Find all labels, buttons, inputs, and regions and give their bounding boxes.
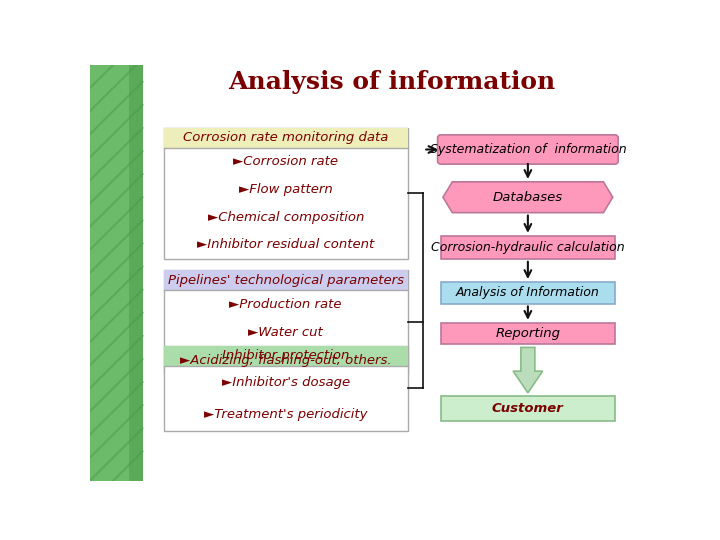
Text: ►Treatment's periodicity: ►Treatment's periodicity <box>204 408 367 421</box>
Bar <box>441 282 615 303</box>
Text: Customer: Customer <box>492 402 564 415</box>
Text: Corrosion-hydraulic calculation: Corrosion-hydraulic calculation <box>431 241 625 254</box>
Bar <box>163 271 408 291</box>
Bar <box>441 323 615 345</box>
Text: ►Inhibitor's dosage: ►Inhibitor's dosage <box>222 375 350 389</box>
Bar <box>163 346 408 366</box>
Bar <box>90 65 129 481</box>
Text: Pipelines' technological parameters: Pipelines' technological parameters <box>168 274 404 287</box>
Text: Reporting: Reporting <box>495 327 560 340</box>
Bar <box>441 236 615 259</box>
Polygon shape <box>513 347 543 393</box>
Text: Analysis of information: Analysis of information <box>229 70 556 94</box>
Text: ►Flow pattern: ►Flow pattern <box>239 183 333 196</box>
Text: Databases: Databases <box>492 191 563 204</box>
Bar <box>163 128 408 148</box>
Text: ►Chemical composition: ►Chemical composition <box>207 211 364 224</box>
Bar <box>163 346 408 430</box>
Text: ►Production rate: ►Production rate <box>230 298 342 311</box>
Bar <box>163 128 408 259</box>
Bar <box>90 65 143 481</box>
Text: ►Water cut: ►Water cut <box>248 326 323 339</box>
FancyBboxPatch shape <box>438 135 618 164</box>
Polygon shape <box>443 182 613 213</box>
Text: ►Inhibitor residual content: ►Inhibitor residual content <box>197 239 374 252</box>
Text: ►Acidizing, flashing-out, others.: ►Acidizing, flashing-out, others. <box>180 354 392 367</box>
Text: Corrosion rate monitoring data: Corrosion rate monitoring data <box>183 131 388 144</box>
Text: ►Corrosion rate: ►Corrosion rate <box>233 156 338 168</box>
Text: Systematization of  information: Systematization of information <box>430 143 626 156</box>
Bar <box>441 396 615 421</box>
Bar <box>163 271 408 374</box>
Text: Analysis of Information: Analysis of Information <box>456 286 600 299</box>
Text: Inhibitor protection: Inhibitor protection <box>222 349 349 362</box>
